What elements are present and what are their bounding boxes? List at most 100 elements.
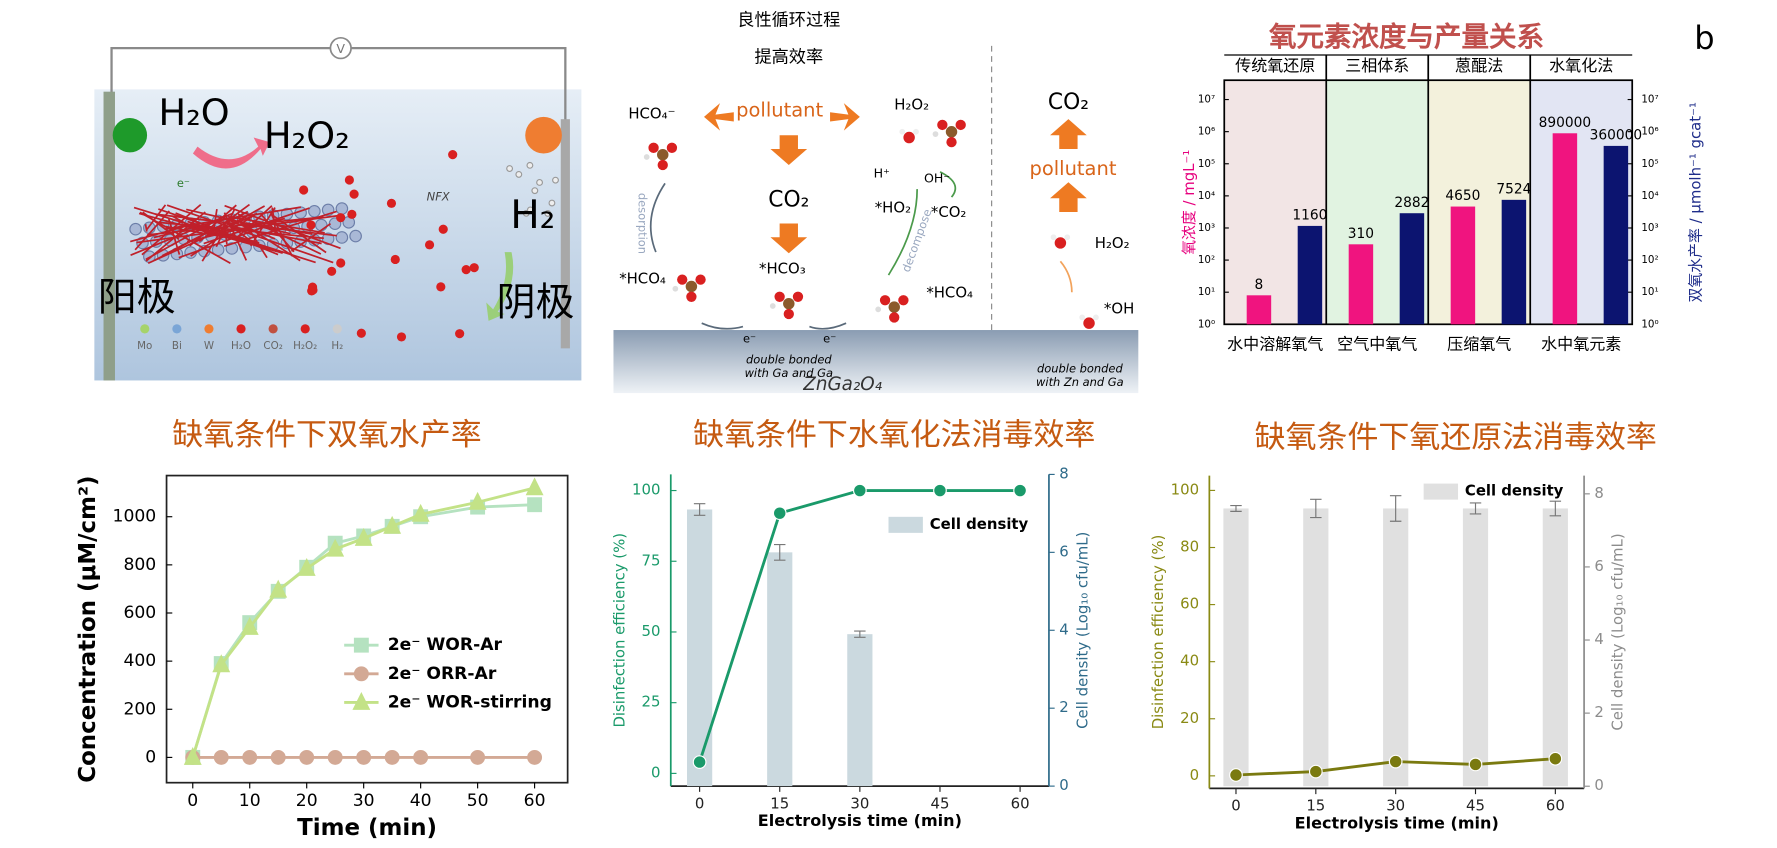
label: e⁻ [177,176,190,190]
chart-title: 缺氧条件下双氧水产率 [172,417,481,453]
label: CO₂ [1048,90,1089,115]
legend-label: 2e⁻ WOR-Ar [388,635,503,655]
bond [139,211,231,264]
chart-title: 缺氧条件下水氧化法消毒效率 [693,417,1095,453]
label: *CO₂ [931,203,967,221]
legend-label: H₂ [331,340,343,352]
bar [1348,244,1374,325]
y-tick-label: 100 [1171,480,1199,498]
y-tick-label: 2 [1059,698,1068,716]
label: *HO₂ [875,199,911,217]
label: e⁻ [823,332,836,346]
value-label: 4650 [1445,188,1480,204]
marker [353,637,369,653]
label: H₂O₂ [894,95,929,113]
marker [242,749,258,765]
molecule [552,176,559,184]
panel-label: b [1694,19,1714,57]
legend-label: Cell density [1465,482,1564,500]
molecule [386,198,397,208]
marker [1468,757,1483,772]
molecule [299,185,309,195]
molecule [643,142,678,171]
legend-swatch [236,324,246,334]
marker [468,491,487,510]
marker [1548,751,1563,766]
marker [1013,483,1027,498]
bond [147,216,324,236]
molecule [448,150,458,160]
meter [329,36,352,60]
atom [129,222,142,236]
bond [215,209,236,248]
cycle-arrows [649,171,1073,330]
value-label: 8 [1255,277,1264,293]
marker [326,538,345,557]
x-tick-label: 50 [467,791,489,811]
y-tick-label: 600 [123,603,156,623]
bond [134,210,170,251]
x-tick-label: 30 [1386,797,1405,815]
marker [1229,768,1243,782]
axis-label: Disinfection efficiency (%) [1149,535,1167,730]
molecule [526,206,534,214]
x-tick-label: 空气中氧气 [1337,334,1417,353]
value-label: 310 [1348,226,1374,242]
bar [1297,225,1323,325]
molecule [349,189,359,199]
molecule [548,199,556,207]
y-tick-label: 0 [145,747,156,767]
y-tick-label: 8 [1594,484,1603,502]
value-label: 360000 [1590,128,1643,144]
molecule [356,328,366,338]
marker [411,503,430,522]
x-tick-label: 15 [770,794,789,812]
x-tick-label: 0 [1231,797,1240,815]
y-tick-label: 1000 [113,507,157,527]
molecule [672,274,706,302]
x-tick-label: 30 [353,791,375,811]
legend-label: Cell density [930,515,1029,533]
bond [227,215,325,234]
bond [212,208,218,231]
molecule [461,265,471,275]
bond [166,204,334,264]
y-tick-label: 10⁶ [1198,126,1215,138]
legend-swatch [332,324,342,334]
molecule [436,282,446,292]
label: OH⁻ [924,170,950,185]
label: *HCO₄ [619,270,666,288]
atom [335,231,349,244]
marker [269,579,288,598]
label: 阴极 [497,280,575,325]
axis-label: Concentration (μM/cm²) [75,476,101,783]
molecule [506,165,514,172]
x-tick-label: 15 [1306,797,1325,815]
chart-title: 氧元素浓度与产量关系 [1268,21,1544,53]
legend-swatch [172,324,182,334]
legend-swatch [1423,483,1459,500]
molecule [469,263,479,273]
bar [1223,508,1249,787]
bond [155,221,324,240]
marker [470,749,486,765]
label: H₂O₂ [1095,234,1130,252]
error-bar [1310,498,1322,519]
marker [1308,764,1323,779]
marker [352,692,371,710]
x-tick-label: 0 [187,791,198,811]
axis-label: 双氧水产率 / μmolh⁻¹ gcat⁻¹ [1686,102,1704,302]
label: *HCO₄ [926,283,973,301]
y-tick-label: 40 [1180,652,1199,670]
molecule [536,179,544,186]
cycle-diagram: 良性循环过程 提高效率 HCO₄⁻ pollutant H₂O₂ CO₂ *HO… [613,11,1139,395]
surface [613,330,1139,394]
group-label: 蒽醌法 [1455,56,1503,75]
marker [772,506,787,521]
molecule [769,291,804,320]
legend-swatch [888,516,923,533]
molecule [307,282,318,292]
bar [1542,508,1568,787]
atom [335,202,349,215]
